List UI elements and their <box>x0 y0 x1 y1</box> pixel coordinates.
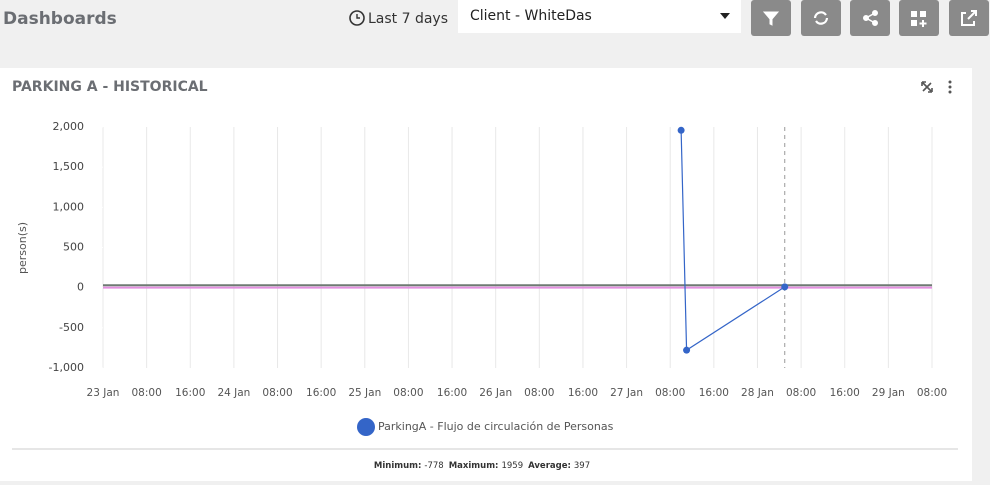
refresh-button[interactable] <box>801 0 841 36</box>
x-tick-label: 08:00 <box>393 387 423 399</box>
x-tick-label: 28 Jan <box>741 387 774 399</box>
x-tick-label: 16:00 <box>306 387 336 399</box>
legend-swatch <box>357 418 375 436</box>
external-icon <box>961 10 977 26</box>
x-tick-label: 26 Jan <box>479 387 512 399</box>
add-widget-button[interactable] <box>899 0 939 36</box>
widget-card <box>0 68 972 481</box>
x-tick-label: 08:00 <box>131 387 161 399</box>
data-point <box>683 346 691 354</box>
x-tick-label: 23 Jan <box>87 387 120 399</box>
x-tick-label: 29 Jan <box>872 387 905 399</box>
data-point <box>677 126 685 134</box>
y-tick-label: -500 <box>59 321 84 334</box>
expand-icon[interactable] <box>921 81 933 93</box>
y-tick-label: 1,500 <box>53 160 85 173</box>
refresh-icon <box>813 11 829 25</box>
select-box <box>458 0 741 33</box>
x-tick-label: 08:00 <box>655 387 685 399</box>
filter-icon <box>762 11 780 26</box>
stat-label: Average: <box>528 461 571 471</box>
add-widget-icon <box>911 11 927 27</box>
time-range[interactable]: Last 7 days <box>349 10 448 27</box>
clock-icon <box>349 10 365 26</box>
x-tick-label: 24 Jan <box>217 387 250 399</box>
share-button[interactable] <box>850 0 890 36</box>
time-range-label: Last 7 days <box>368 11 448 27</box>
y-tick-label: 1,000 <box>53 200 85 213</box>
stat-label: Minimum: <box>374 461 422 471</box>
stat-value: -778 <box>424 461 443 471</box>
clock-hands <box>356 14 360 19</box>
x-tick-label: 08:00 <box>524 387 554 399</box>
client-select[interactable]: Client - WhiteDas <box>458 0 741 33</box>
button-icons <box>762 10 977 27</box>
select-value: Client - WhiteDas <box>470 8 592 24</box>
x-tick-label: 08:00 <box>786 387 816 399</box>
y-tick-label: 500 <box>63 241 84 254</box>
x-tick-label: 08:00 <box>262 387 292 399</box>
y-tick-label: 0 <box>77 281 84 294</box>
legend-label: ParkingA - Flujo de circulación de Perso… <box>378 420 614 433</box>
menu-icon[interactable] <box>948 80 952 94</box>
share-icon <box>863 10 878 26</box>
select-caret <box>720 13 730 19</box>
y-tick-label: 2,000 <box>53 120 85 133</box>
x-tick-label: 16:00 <box>699 387 729 399</box>
widget-title: PARKING A - HISTORICAL <box>12 79 208 95</box>
x-tick-label: 27 Jan <box>610 387 643 399</box>
stats: Minimum: -778 Maximum: 1959 Average: 397 <box>374 461 590 471</box>
y-axis-label: person(s) <box>16 222 29 274</box>
y-tick-label: -1,000 <box>49 361 84 374</box>
stat-label: Maximum: <box>449 461 499 471</box>
data-point <box>781 283 789 291</box>
page-title: Dashboards <box>3 9 117 29</box>
x-tick-label: 16:00 <box>830 387 860 399</box>
x-tick-label: 08:00 <box>917 387 947 399</box>
x-tick-label: 16:00 <box>568 387 598 399</box>
stat-value: 1959 <box>501 461 523 471</box>
x-tick-label: 16:00 <box>175 387 205 399</box>
x-tick-label: 25 Jan <box>348 387 381 399</box>
stat-value: 397 <box>574 461 590 471</box>
x-tick-label: 16:00 <box>437 387 467 399</box>
plot: 23 Jan 08:00 16:00 24 Jan 08:00 16:00 25 Jan 08… <box>16 120 947 436</box>
